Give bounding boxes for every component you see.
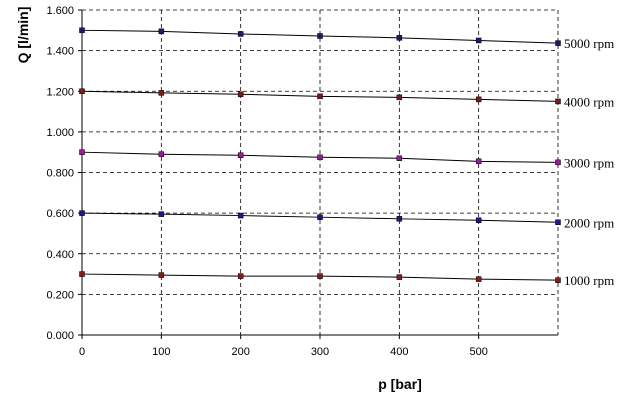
data-point xyxy=(158,211,165,217)
data-point xyxy=(396,274,403,280)
data-point xyxy=(317,273,323,279)
data-point xyxy=(317,33,323,39)
label-layer: 0.000 0.200 0.400 0.600 0.800 1.000 1.200 1.400… xyxy=(46,5,614,358)
data-point xyxy=(555,219,561,226)
data-point xyxy=(158,28,165,35)
x-tick-label: 500 xyxy=(469,346,487,358)
grid-layer xyxy=(82,9,559,336)
data-point xyxy=(396,216,403,222)
y-tick-label: 1.600 xyxy=(46,5,74,17)
series-label: 4000 rpm xyxy=(564,94,614,109)
data-point xyxy=(79,88,85,94)
series-label: 2000 rpm xyxy=(564,215,614,230)
data-point xyxy=(158,151,165,157)
data-point xyxy=(475,158,482,165)
data-point xyxy=(79,149,85,155)
data-point xyxy=(79,210,85,216)
x-tick-label: 400 xyxy=(390,346,408,358)
x-tick-label: 0 xyxy=(79,346,85,358)
data-point xyxy=(475,37,482,44)
data-point xyxy=(555,159,561,166)
data-point xyxy=(555,277,561,283)
series-label: 1000 rpm xyxy=(564,273,614,288)
data-point xyxy=(237,31,244,37)
data-point xyxy=(475,276,482,282)
data-point xyxy=(317,93,323,100)
x-tick-label: 300 xyxy=(311,346,329,358)
data-point xyxy=(555,98,561,105)
data-point xyxy=(396,35,403,41)
y-tick-label: 1.200 xyxy=(46,86,74,98)
data-point xyxy=(79,27,85,34)
series-label: 3000 rpm xyxy=(564,155,614,170)
data-point xyxy=(237,91,244,98)
y-axis-title: Q [l/min] xyxy=(15,7,31,64)
y-tick-label: 1.400 xyxy=(46,46,74,58)
series-layer xyxy=(79,27,561,283)
data-point xyxy=(317,154,323,161)
data-point xyxy=(158,90,165,96)
series-label: 5000 rpm xyxy=(564,36,614,51)
data-point xyxy=(475,96,482,103)
x-tick-label: 200 xyxy=(231,346,249,358)
data-point xyxy=(555,40,561,46)
y-tick-label: 0.400 xyxy=(46,249,74,261)
y-tick-label: 0.600 xyxy=(46,208,74,220)
x-axis-title: p [bar] xyxy=(378,376,422,392)
y-tick-label: 0.200 xyxy=(46,289,74,301)
data-point xyxy=(237,273,244,279)
y-tick-label: 1.000 xyxy=(46,127,74,139)
data-point xyxy=(475,217,482,223)
x-tick-label: 100 xyxy=(152,346,170,358)
data-point xyxy=(79,271,85,277)
y-tick-label: 0.000 xyxy=(46,330,74,342)
y-tick-label: 0.800 xyxy=(46,168,74,180)
data-point xyxy=(237,152,244,158)
axis-layer xyxy=(78,9,558,339)
data-point xyxy=(396,94,403,101)
data-point xyxy=(237,212,244,219)
data-point xyxy=(396,155,403,162)
data-point xyxy=(158,272,165,278)
data-point xyxy=(317,214,323,220)
